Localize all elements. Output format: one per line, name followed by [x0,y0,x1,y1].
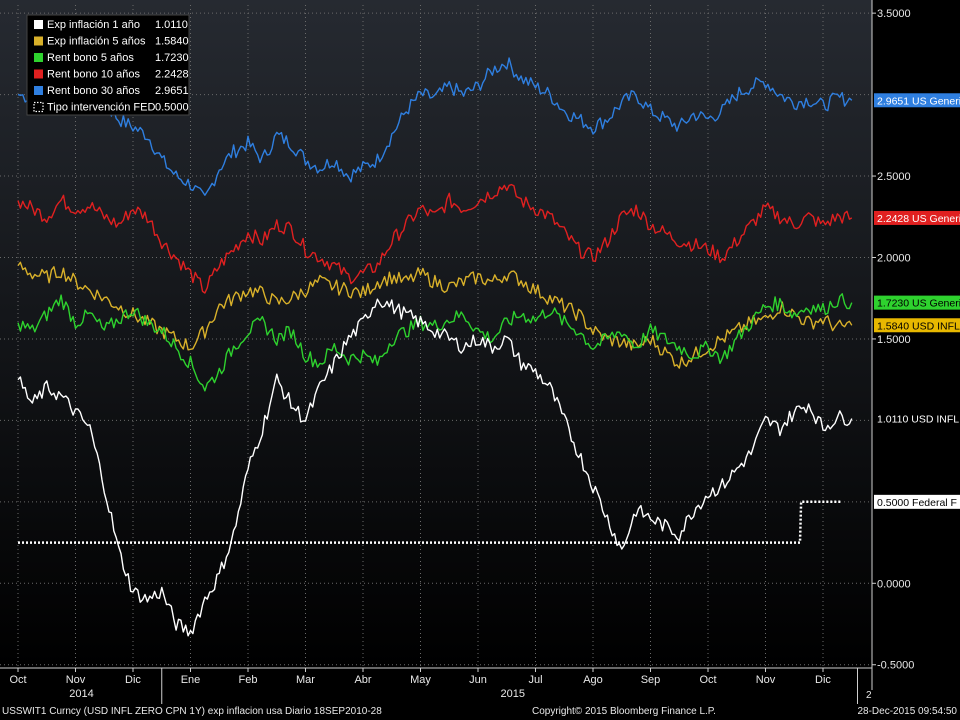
x-tick-label: Ago [583,674,603,686]
legend-value: 2.2428 [155,69,189,81]
year-label-2014: 2014 [69,688,93,700]
series-line-fed [18,500,841,544]
legend-swatch [34,36,43,46]
legend-entry: Exp inflación 1 año 1.0110 [34,19,188,31]
legend-swatch [34,86,43,95]
legend-label: Exp inflación 5 años [47,36,146,48]
x-axis: Oct Nov Dic Ene Feb Mar Abr May Jun Jul Ago Sep Oct N… [0,667,872,704]
value-tags: 2.9651 US Generi 2.2428 US Generi 1.7230 U… [874,93,960,509]
series-line-0 [17,57,853,196]
series-line-1 [17,183,853,294]
legend-entry: Rent bono 10 años 2.2428 [34,69,189,81]
value-tag-text: 1.7230 US Generi [877,298,960,310]
x-tick-label: Jul [528,674,542,686]
value-tag-text: 2.2428 US Generi [877,213,960,225]
x-tick-label: Oct [9,674,26,686]
footer-left: USSWIT1 Curncy (USD INFL ZERO CPN 1Y) ex… [2,706,382,717]
legend-entry: Rent bono 5 años 1.7230 [34,52,189,64]
x-tick-label: Dic [815,674,831,686]
x-tick-label: Mar [296,674,315,686]
legend: Exp inflación 1 año 1.0110 Exp inflación 5… [26,14,190,116]
legend-swatch [33,101,44,113]
value-tag-text: 2.9651 US Generi [877,95,960,107]
legend-swatch [34,69,43,79]
legend-swatch [34,53,43,62]
legend-label: Rent bono 30 años [47,85,140,97]
legend-box [26,14,190,116]
legend-swatch [34,20,43,29]
value-tag: 2.9651 US Generi [874,93,960,108]
value-tag: 1.7230 US Generi [874,295,960,310]
x-tick-label: Sep [641,674,661,686]
value-tag: 1.5840 USD INFL [874,318,960,333]
year-label-2015: 2015 [501,688,525,700]
y-tick-label: -0.5000 [877,660,914,672]
x-tick-label: Dic [125,674,141,686]
legend-value: 0.5000 [155,102,189,114]
series-line-4 [17,298,853,637]
series-line-2 [17,261,853,369]
y-axis: 3.5000 2.5000 2.0000 1.5000 0.0000 -0.5000 [871,0,914,690]
legend-label: Tipo intervención FED [47,102,155,114]
y-tick-label: 1.5000 [877,334,911,346]
y-tick-label: 0.0000 [877,578,911,590]
legend-value: 1.0110 [155,19,188,31]
value-tag-bg [874,494,960,509]
value-tag-bg [874,210,960,225]
series-line-3 [17,293,853,392]
value-tag-bg [874,295,960,310]
value-tag-bg [874,93,960,108]
x-tick-label: Nov [756,674,776,686]
x-tick-label: May [410,674,431,686]
legend-value: 1.7230 [155,52,189,64]
gridlines [0,5,872,668]
value-tag: 0.5000 Federal F [874,494,960,509]
y-tick-label: 3.5000 [877,8,911,20]
value-tag-bg [874,318,960,333]
x-tick-label: Abr [354,674,371,686]
legend-label: Rent bono 10 años [47,69,140,81]
value-tag: 1.0110 USD INFL [874,411,960,426]
y-tick-label: 2.5000 [877,171,911,183]
page-marker: 2 [866,690,872,701]
series-lines [17,57,853,637]
legend-label: Exp inflación 1 año [47,19,140,31]
value-tag-text: 1.0110 USD INFL [877,414,959,426]
x-tick-label: Feb [239,674,258,686]
x-tick-label: Jun [469,674,487,686]
x-tick-label: Ene [181,674,201,686]
y-tick-label: 2.0000 [877,252,911,264]
x-tick-label: Oct [699,674,716,686]
legend-value: 1.5840 [155,36,189,48]
value-tag-text: 0.5000 Federal F [877,497,957,509]
footer-right: 28-Dec-2015 09:54:50 [857,706,957,717]
x-tick-label: Nov [66,674,86,686]
legend-entry: Exp inflación 5 años 1.5840 [34,36,189,48]
footer-center: Copyright© 2015 Bloomberg Finance L.P. [532,706,716,717]
legend-entry: Tipo intervención FED 0.5000 [33,101,189,114]
legend-value: 2.9651 [155,85,189,97]
legend-entry: Rent bono 30 años 2.9651 [34,85,189,97]
value-tag-text: 1.5840 USD INFL [877,320,960,332]
value-tag: 2.2428 US Generi [874,210,960,225]
value-tag-bg [874,411,960,426]
legend-label: Rent bono 5 años [47,52,134,64]
